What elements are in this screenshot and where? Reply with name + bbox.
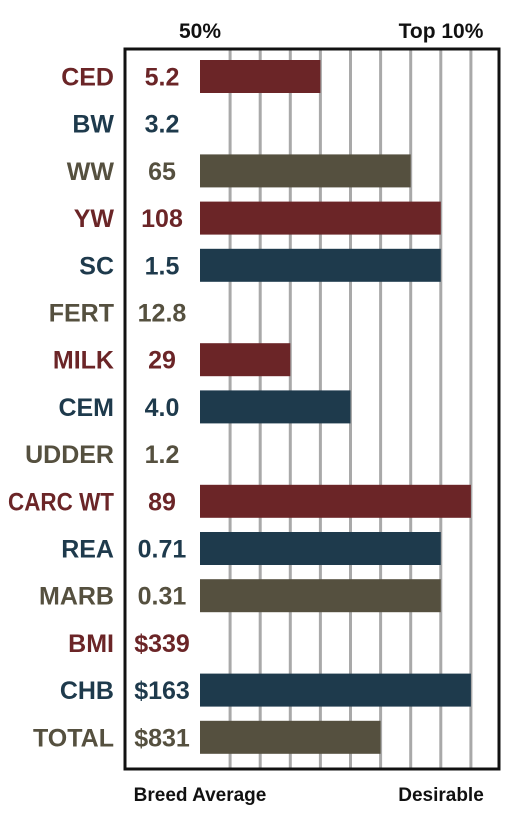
bar-ced [200,60,321,93]
value-label: 3.2 [145,111,180,139]
bar-total [200,720,381,754]
trait-label: YW [74,205,115,233]
trait-label: CHB [60,677,114,705]
trait-label: TOTAL [33,724,114,752]
top-label-50: 50% [179,20,221,43]
chart-frame [123,47,501,771]
trait-label: BMI [68,630,114,658]
trait-label: SC [79,252,114,280]
value-label: 89 [148,488,176,516]
bottom-label-breed-average: Breed Average [134,785,267,806]
bar-carc-wt [200,484,471,518]
bar-cem [200,390,351,424]
value-label: 1.2 [145,441,180,469]
bars [200,60,471,754]
bar-sc [200,248,441,282]
trait-label: CARC WT [8,488,114,516]
row-labels: CED 5.2 BW 3.2 WW 65 YW 108 SC 1.5 FERT 12.8 MILK 29 C… [8,64,190,753]
value-label: 65 [148,158,176,186]
trait-label: CED [61,64,114,92]
value-label: 0.71 [138,536,187,564]
trait-label: MILK [53,347,114,375]
bar-chb [200,673,471,707]
value-label: 12.8 [138,300,187,328]
bar-rea [200,532,441,565]
top-label-top10: Top 10% [399,20,484,43]
bottom-label-desirable: Desirable [398,785,484,806]
bar-marb [200,579,441,613]
value-label: 29 [148,347,176,375]
value-label: 108 [141,205,183,233]
trait-label: MARB [39,583,114,611]
bar-ww [200,154,411,188]
value-label: 1.5 [145,252,180,280]
value-label: $339 [134,630,190,658]
trait-label: FERT [49,300,114,328]
value-label: 0.31 [138,583,187,611]
trait-label: CEM [58,394,114,422]
trait-label: REA [61,536,114,564]
trait-label: BW [72,111,114,139]
value-label: 4.0 [145,394,180,422]
value-label: $163 [134,677,190,705]
trait-label: WW [67,158,115,186]
value-label: $831 [134,724,190,752]
value-label: 5.2 [145,64,180,92]
trait-label: UDDER [25,441,114,469]
bar-yw [200,201,441,235]
bar-milk [200,343,291,377]
